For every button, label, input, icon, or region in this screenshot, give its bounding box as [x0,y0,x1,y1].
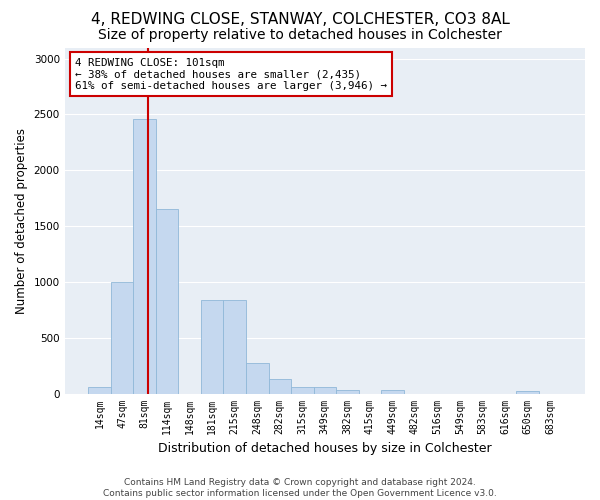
Bar [111,282,133,394]
Text: Contains HM Land Registry data © Crown copyright and database right 2024.
Contai: Contains HM Land Registry data © Crown c… [103,478,497,498]
Bar [269,379,291,394]
Bar [133,119,156,394]
Bar [88,387,111,394]
Bar [223,300,246,394]
Text: 4, REDWING CLOSE, STANWAY, COLCHESTER, CO3 8AL: 4, REDWING CLOSE, STANWAY, COLCHESTER, C… [91,12,509,28]
Bar [291,387,314,394]
Y-axis label: Number of detached properties: Number of detached properties [15,128,28,314]
Text: Size of property relative to detached houses in Colchester: Size of property relative to detached ho… [98,28,502,42]
Text: 4 REDWING CLOSE: 101sqm
← 38% of detached houses are smaller (2,435)
61% of semi: 4 REDWING CLOSE: 101sqm ← 38% of detache… [75,58,387,91]
Bar [246,364,269,394]
Bar [201,300,223,394]
Bar [336,390,359,394]
Bar [381,390,404,394]
Bar [516,391,539,394]
Bar [314,387,336,394]
Bar [156,210,178,394]
X-axis label: Distribution of detached houses by size in Colchester: Distribution of detached houses by size … [158,442,491,455]
